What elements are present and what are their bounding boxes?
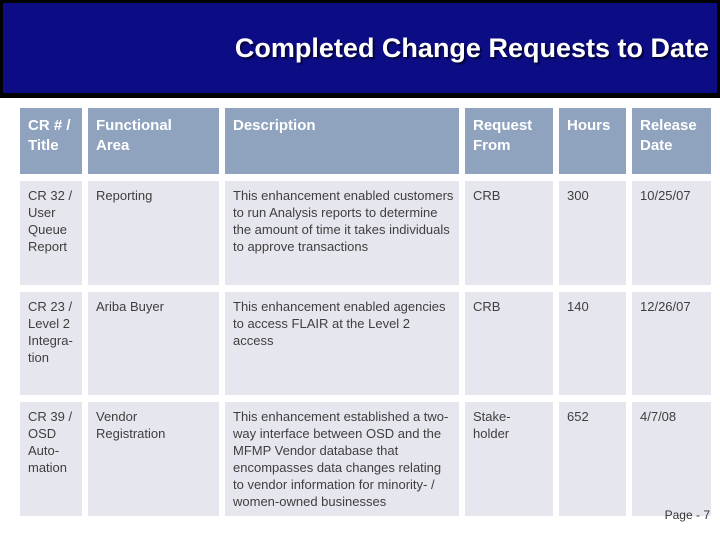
cell-cr-title: CR 39 / OSD Auto- mation — [20, 402, 82, 516]
slide-title: Completed Change Requests to Date — [234, 32, 709, 63]
header-cell-functional-area: Functional Area — [88, 108, 219, 174]
header-cell-release-date: Release Date — [632, 108, 711, 174]
cell-functional-area: Reporting — [88, 181, 219, 285]
cell-release-date: 12/26/07 — [632, 292, 711, 395]
cell-functional-area: Vendor Registration — [88, 402, 219, 516]
cell-request-from: CRB — [465, 181, 553, 285]
cell-description: This enhancement established a two- way … — [225, 402, 459, 516]
title-banner: Completed Change Requests to Date — [0, 0, 720, 98]
change-requests-table: CR # / Title Functional Area Description… — [14, 101, 717, 523]
table-header-row: CR # / Title Functional Area Description… — [20, 108, 711, 174]
cell-request-from: Stake- holder — [465, 402, 553, 516]
cell-hours: 652 — [559, 402, 626, 516]
cell-cr-title: CR 23 / Level 2 Integra- tion — [20, 292, 82, 395]
cell-description: This enhancement enabled agencies to acc… — [225, 292, 459, 395]
cell-functional-area: Ariba Buyer — [88, 292, 219, 395]
cell-description: This enhancement enabled customers to ru… — [225, 181, 459, 285]
header-cell-request-from: Request From — [465, 108, 553, 174]
cell-release-date: 10/25/07 — [632, 181, 711, 285]
header-cell-hours: Hours — [559, 108, 626, 174]
header-cell-cr-title: CR # / Title — [20, 108, 82, 174]
page-number: Page - 7 — [664, 508, 710, 522]
table-row: CR 32 / User Queue Report Reporting This… — [20, 181, 711, 285]
cell-cr-title: CR 32 / User Queue Report — [20, 181, 82, 285]
cell-hours: 300 — [559, 181, 626, 285]
table-row: CR 39 / OSD Auto- mation Vendor Registra… — [20, 402, 711, 516]
cell-hours: 140 — [559, 292, 626, 395]
cell-request-from: CRB — [465, 292, 553, 395]
header-cell-description: Description — [225, 108, 459, 174]
cell-release-date: 4/7/08 — [632, 402, 711, 516]
table-row: CR 23 / Level 2 Integra- tion Ariba Buye… — [20, 292, 711, 395]
